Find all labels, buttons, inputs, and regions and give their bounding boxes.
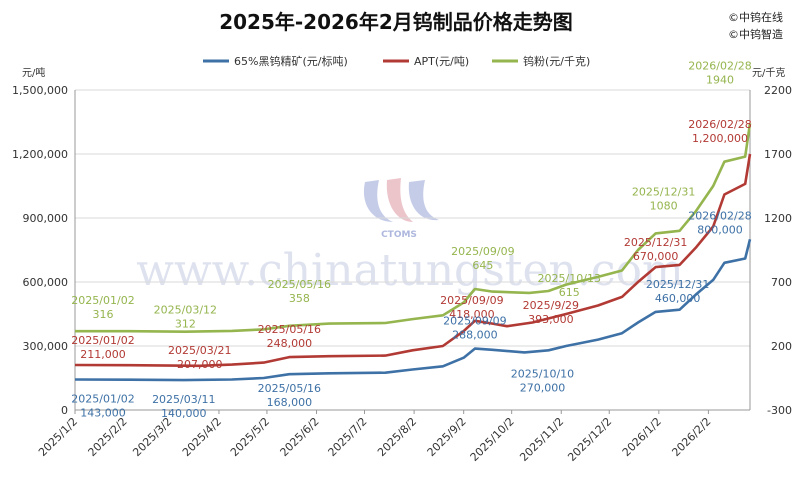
annotation-value: 393,000 [528, 313, 574, 326]
legend-label: 65%黑钨精矿(元/标吨) [234, 54, 348, 68]
annotation-date: 2025/05/16 [258, 323, 321, 336]
annotation-date: 2026/02/28 [688, 59, 751, 72]
legend: 65%黑钨精矿(元/标吨) APT(元/吨) 钨粉(元/千克) [203, 54, 590, 68]
right-axis-tick-label: 1700 [764, 148, 792, 161]
annotation-date: 2025/05/16 [268, 278, 331, 291]
chart-title: 2025年-2026年2月钨制品价格走势图 [219, 10, 573, 34]
right-axis-tick-label: 2200 [764, 84, 792, 97]
annotation-value: 143,000 [80, 406, 126, 419]
ctoms-logo: CTOMS [363, 178, 439, 240]
annotation-date: 2025/03/21 [168, 344, 231, 357]
annotation-date: 2025/10/13 [538, 272, 601, 285]
annotation-value: 615 [559, 286, 580, 299]
left-axis-tick-label: 1,500,000 [12, 84, 68, 97]
series-line [74, 238, 752, 382]
annotation-value: 645 [472, 259, 493, 272]
annotation-date: 2025/01/02 [71, 392, 134, 405]
annotation-value: 211,000 [80, 348, 126, 361]
annotation-date: 2025/09/09 [440, 294, 503, 307]
annotation-date: 2025/01/02 [71, 294, 134, 307]
x-axis-tick-label: 2025/2/2 [86, 415, 130, 459]
annotation-value: 288,000 [452, 329, 498, 342]
annotation-value: 270,000 [520, 381, 566, 394]
annotation-value: 1940 [706, 73, 734, 86]
annotation-date: 2025/12/31 [646, 278, 709, 291]
annotation-value: 418,000 [449, 308, 495, 321]
gridlines [75, 89, 750, 347]
legend-label: APT(元/吨) [414, 55, 469, 68]
annotation-date: 2025/12/31 [624, 236, 687, 249]
brand-text-2: ©中钨智造 [728, 27, 783, 41]
annotation-date: 2025/9/29 [523, 299, 579, 312]
annotation-value: 1,200,000 [692, 132, 748, 145]
left-axis-tick-label: 1,200,000 [12, 148, 68, 161]
left-axis-tick-label: 900,000 [23, 212, 69, 225]
right-axis-tick-label: 1200 [764, 212, 792, 225]
annotation-date: 2025/03/11 [152, 393, 215, 406]
annotation-value: 207,000 [177, 358, 223, 371]
annotation-date: 2025/01/02 [71, 334, 134, 347]
x-axis-tick-label: 2025/4/2 [180, 415, 224, 459]
x-axis-tick-label: 2025/10/2 [468, 415, 517, 464]
x-axis-tick-label: 2025/1/2 [36, 415, 80, 459]
annotation-date: 2025/09/09 [443, 315, 506, 328]
x-axis-tick-label: 2026/2/2 [669, 415, 713, 459]
x-axis-tick-label: 2025/3/2 [130, 415, 174, 459]
x-axis-tick-label: 2025/11/2 [517, 415, 566, 464]
annotation-value: 316 [93, 308, 114, 321]
annotation-value: 168,000 [267, 396, 313, 409]
annotation-value: 1080 [650, 199, 678, 212]
x-axis-tick-label: 2025/5/2 [228, 415, 272, 459]
annotation-value: 800,000 [697, 223, 743, 236]
annotation-date: 2025/03/12 [154, 304, 217, 317]
legend-label: 钨粉(元/千克) [523, 55, 590, 68]
watermark: CTOMS www.chinatungsten.com [136, 178, 684, 296]
annotation-value: 358 [289, 292, 310, 305]
annotation-value: 248,000 [267, 337, 313, 350]
left-axis-tick-label: 0 [61, 404, 68, 417]
annotation-value: 460,000 [655, 292, 701, 305]
left-axis-tick-label: 600,000 [23, 276, 69, 289]
annotation-value: 140,000 [161, 407, 207, 420]
annotation-date: 2026/02/28 [688, 118, 751, 131]
annotation-date: 2025/05/16 [258, 382, 321, 395]
right-axis-tick-label: 200 [771, 340, 792, 353]
x-axis-tick-label: 2025/8/2 [375, 415, 419, 459]
x-axis-tick-label: 2025/12/2 [565, 415, 614, 464]
right-axis-tick-label: -300 [767, 404, 792, 417]
x-axis-tick-label: 2025/6/2 [278, 415, 322, 459]
annotation-date: 2025/12/31 [632, 185, 695, 198]
left-axis-tick-label: 300,000 [23, 340, 69, 353]
annotation-date: 2026/02/28 [688, 209, 751, 222]
annotation-date: 2025/10/10 [511, 367, 574, 380]
x-axis-tick-label: 2026/1/2 [620, 415, 664, 459]
series-line [75, 123, 752, 334]
x-axis-tick-label: 2025/9/2 [425, 415, 469, 459]
watermark-text: www.chinatungsten.com [136, 245, 683, 296]
annotation-value: 670,000 [633, 250, 679, 263]
left-axis-unit: 元/吨 [22, 66, 45, 79]
series-lines [74, 123, 752, 382]
annotation-value: 312 [175, 318, 196, 331]
annotation-date: 2025/09/09 [451, 245, 514, 258]
right-axis-unit: 元/千克 [752, 67, 785, 79]
watermark-logo-text: CTOMS [381, 230, 417, 240]
series-line [74, 153, 752, 368]
x-axis-tick-label: 2025/7/2 [326, 415, 370, 459]
brand-text-1: ©中钨在线 [728, 10, 783, 24]
right-axis-tick-label: 700 [771, 276, 792, 289]
